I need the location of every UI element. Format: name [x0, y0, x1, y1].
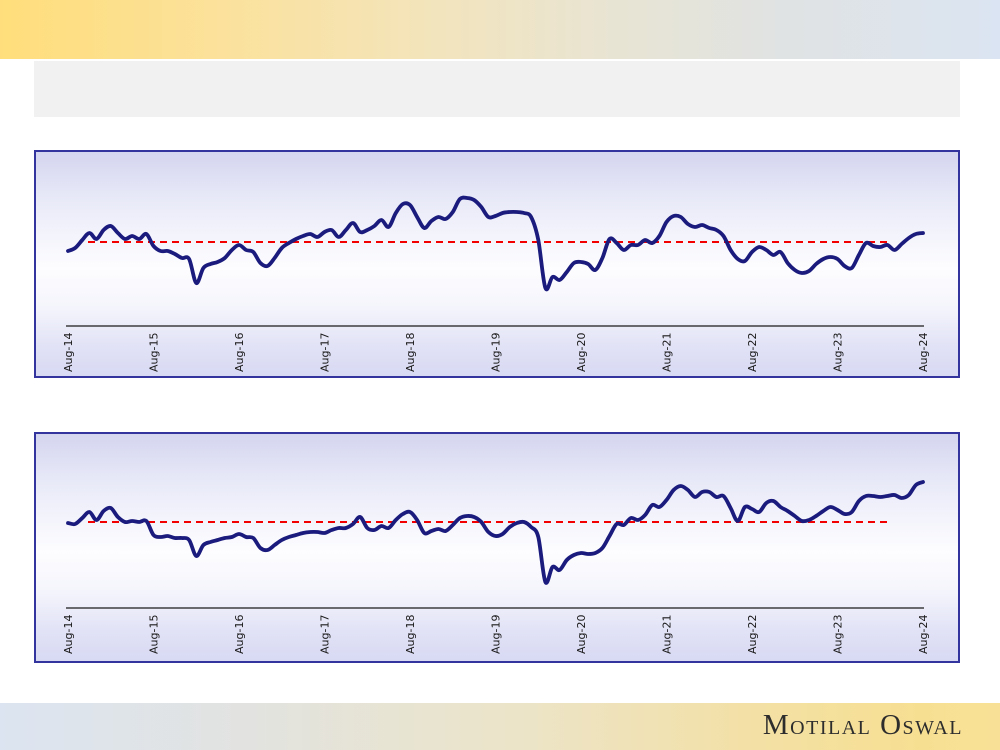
- x-tick-label: Aug-20: [575, 615, 588, 654]
- header-gradient-band: [0, 0, 1000, 59]
- line-chart-top: Aug-14 Aug-15 Aug-16 Aug-17 Aug-18 Aug-19 Aug-…: [62, 195, 930, 372]
- series-line: [66, 195, 925, 292]
- x-tick-label: Aug-22: [746, 615, 759, 654]
- chart-panel-bottom: Aug-14 Aug-15 Aug-16 Aug-17 Aug-18 Aug-19 Aug-…: [34, 432, 960, 663]
- x-tick-label: Aug-17: [319, 333, 332, 372]
- x-tick-label: Aug-15: [148, 333, 161, 372]
- x-tick-label: Aug-23: [832, 333, 845, 372]
- x-tick-label: Aug-18: [404, 333, 417, 372]
- x-tick-label: Aug-23: [832, 615, 845, 654]
- x-tick-label: Aug-22: [746, 333, 759, 372]
- x-tick-label: Aug-19: [490, 615, 503, 654]
- x-tick-label: Aug-19: [490, 333, 503, 372]
- x-tick-label: Aug-16: [233, 615, 246, 654]
- x-tick-label: Aug-20: [575, 333, 588, 372]
- x-tick-label: Aug-24: [917, 615, 930, 654]
- x-tick-label: Aug-17: [319, 615, 332, 654]
- series-line: [66, 480, 925, 585]
- x-tick-label: Aug-18: [404, 615, 417, 654]
- line-chart-bottom: Aug-14 Aug-15 Aug-16 Aug-17 Aug-18 Aug-19 Aug-…: [62, 480, 930, 654]
- chart-panel-top: Aug-14 Aug-15 Aug-16 Aug-17 Aug-18 Aug-19 Aug-…: [34, 150, 960, 378]
- brand-logo-text: Motilal Oswal: [762, 708, 963, 741]
- x-tick-label: Aug-15: [148, 615, 161, 654]
- x-tick-label: Aug-16: [233, 333, 246, 372]
- x-tick-label: Aug-21: [661, 615, 674, 654]
- footer-gradient-band: Motilal Oswal: [0, 703, 1000, 750]
- x-tick-label: Aug-14: [62, 615, 75, 654]
- x-tick-label: Aug-21: [661, 333, 674, 372]
- title-placeholder: [34, 61, 960, 117]
- x-tick-label: Aug-14: [62, 333, 75, 372]
- x-tick-label: Aug-24: [917, 333, 930, 372]
